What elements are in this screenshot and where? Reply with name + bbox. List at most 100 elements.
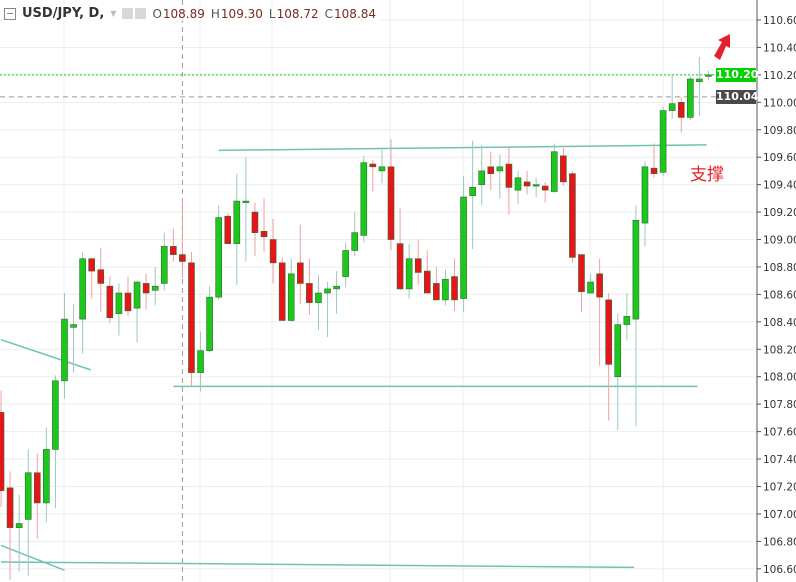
- candle-up: [115, 292, 123, 314]
- candle-up: [315, 292, 322, 303]
- trendline: [0, 544, 65, 571]
- candle-up: [378, 166, 386, 172]
- y-tick-label: 110.00: [763, 97, 796, 109]
- y-tick-label: 110.20: [763, 70, 796, 82]
- candle-down: [97, 269, 105, 284]
- eye-icon[interactable]: [122, 8, 134, 19]
- candle-down: [650, 167, 658, 174]
- candle-up: [659, 110, 667, 173]
- candle-up: [43, 449, 50, 504]
- price-axis[interactable]: 110.60 110.40 110.20 110.00 109.80 109.60 109.…: [756, 0, 796, 582]
- candle-up: [287, 273, 295, 321]
- candle-down: [423, 270, 431, 294]
- y-tick-label: 107.00: [763, 509, 796, 521]
- candle-down: [260, 230, 268, 238]
- candle-up: [442, 279, 449, 301]
- y-tick-label: 109.00: [763, 235, 796, 247]
- trendline: [218, 144, 707, 152]
- candle-up: [632, 220, 640, 320]
- candle-down: [414, 258, 422, 273]
- candles: [0, 57, 712, 580]
- candle-up: [133, 281, 141, 309]
- y-tick-label: 106.60: [763, 564, 796, 576]
- trendlines: [0, 0, 757, 582]
- collapse-icon[interactable]: [4, 7, 16, 20]
- candle-down: [596, 273, 603, 298]
- candle-up: [469, 187, 476, 196]
- candle-up: [532, 184, 540, 187]
- candle-down: [541, 185, 549, 191]
- candle-down: [306, 283, 313, 303]
- y-tick-label: 110.60: [763, 15, 796, 27]
- candle-down: [251, 211, 259, 233]
- candle-up: [696, 78, 703, 83]
- candle-up: [668, 103, 676, 111]
- candle-down: [523, 181, 531, 187]
- candle-down: [6, 487, 14, 528]
- up-arrow-icon: [714, 34, 730, 60]
- candle-down: [179, 254, 186, 262]
- y-tick-label: 107.40: [763, 454, 796, 466]
- y-tick-label: 109.20: [763, 207, 796, 219]
- y-tick-label: 109.40: [763, 180, 796, 192]
- candle-up: [478, 170, 486, 185]
- candle-up: [623, 316, 631, 325]
- symbol-label: USD/JPY, D,: [22, 6, 105, 21]
- candle-up: [333, 285, 340, 290]
- candle-up: [351, 232, 359, 251]
- candle-up: [215, 217, 222, 298]
- candle-down: [142, 283, 150, 294]
- candle-up: [460, 196, 467, 299]
- candle-down: [451, 276, 458, 301]
- y-tick-label: 109.60: [763, 152, 796, 164]
- candle-up: [160, 246, 168, 284]
- candle-up: [151, 285, 159, 291]
- y-tick-label: 106.80: [763, 536, 796, 548]
- candle-up: [324, 288, 331, 294]
- last-price-tag: 110.20: [716, 67, 759, 82]
- candle-down: [387, 166, 395, 240]
- candle-down: [605, 299, 612, 365]
- candle-up: [687, 78, 694, 118]
- candle-down: [0, 412, 5, 491]
- candle-down: [106, 285, 114, 319]
- candle-up: [233, 200, 241, 244]
- candle-down: [269, 239, 277, 264]
- candle-up: [70, 324, 77, 328]
- candle-down: [188, 262, 195, 373]
- y-tick-label: 108.80: [763, 262, 796, 274]
- candle-up: [360, 162, 368, 236]
- candle-up: [614, 324, 622, 378]
- candle-up: [61, 318, 68, 382]
- candle-down: [433, 283, 440, 301]
- candle-up: [197, 350, 204, 373]
- y-tick-label: 107.20: [763, 481, 796, 493]
- chevron-down-icon[interactable]: ▼: [110, 9, 117, 18]
- candle-up: [405, 258, 413, 290]
- y-tick-label: 109.80: [763, 125, 796, 137]
- prev-close-tag: 110.04: [716, 89, 759, 104]
- ohlc-open: O108.89: [152, 6, 205, 21]
- candle-up: [641, 166, 649, 224]
- ohlc-high: H109.30: [210, 6, 263, 21]
- y-tick-label: 108.40: [763, 317, 796, 329]
- gear-icon[interactable]: [135, 8, 147, 19]
- trendline: [0, 338, 92, 371]
- candle-down: [297, 262, 304, 284]
- ohlc-low: L108.72: [268, 6, 319, 21]
- candle-up: [15, 523, 23, 528]
- candle-down: [88, 258, 95, 272]
- candle-down: [677, 102, 685, 118]
- candle-down: [569, 173, 576, 258]
- candle-up: [79, 258, 86, 320]
- candle-down: [578, 254, 585, 292]
- candle-up: [496, 166, 504, 172]
- candle-up: [587, 281, 594, 294]
- candle-up: [206, 296, 213, 351]
- candle-down: [505, 163, 513, 188]
- symbol-legend: USD/JPY, D, ▼ O108.89 H109.30 L108.72 C1…: [4, 6, 380, 21]
- grid: [0, 0, 757, 582]
- candle-up: [705, 74, 712, 77]
- trendline: [0, 561, 635, 569]
